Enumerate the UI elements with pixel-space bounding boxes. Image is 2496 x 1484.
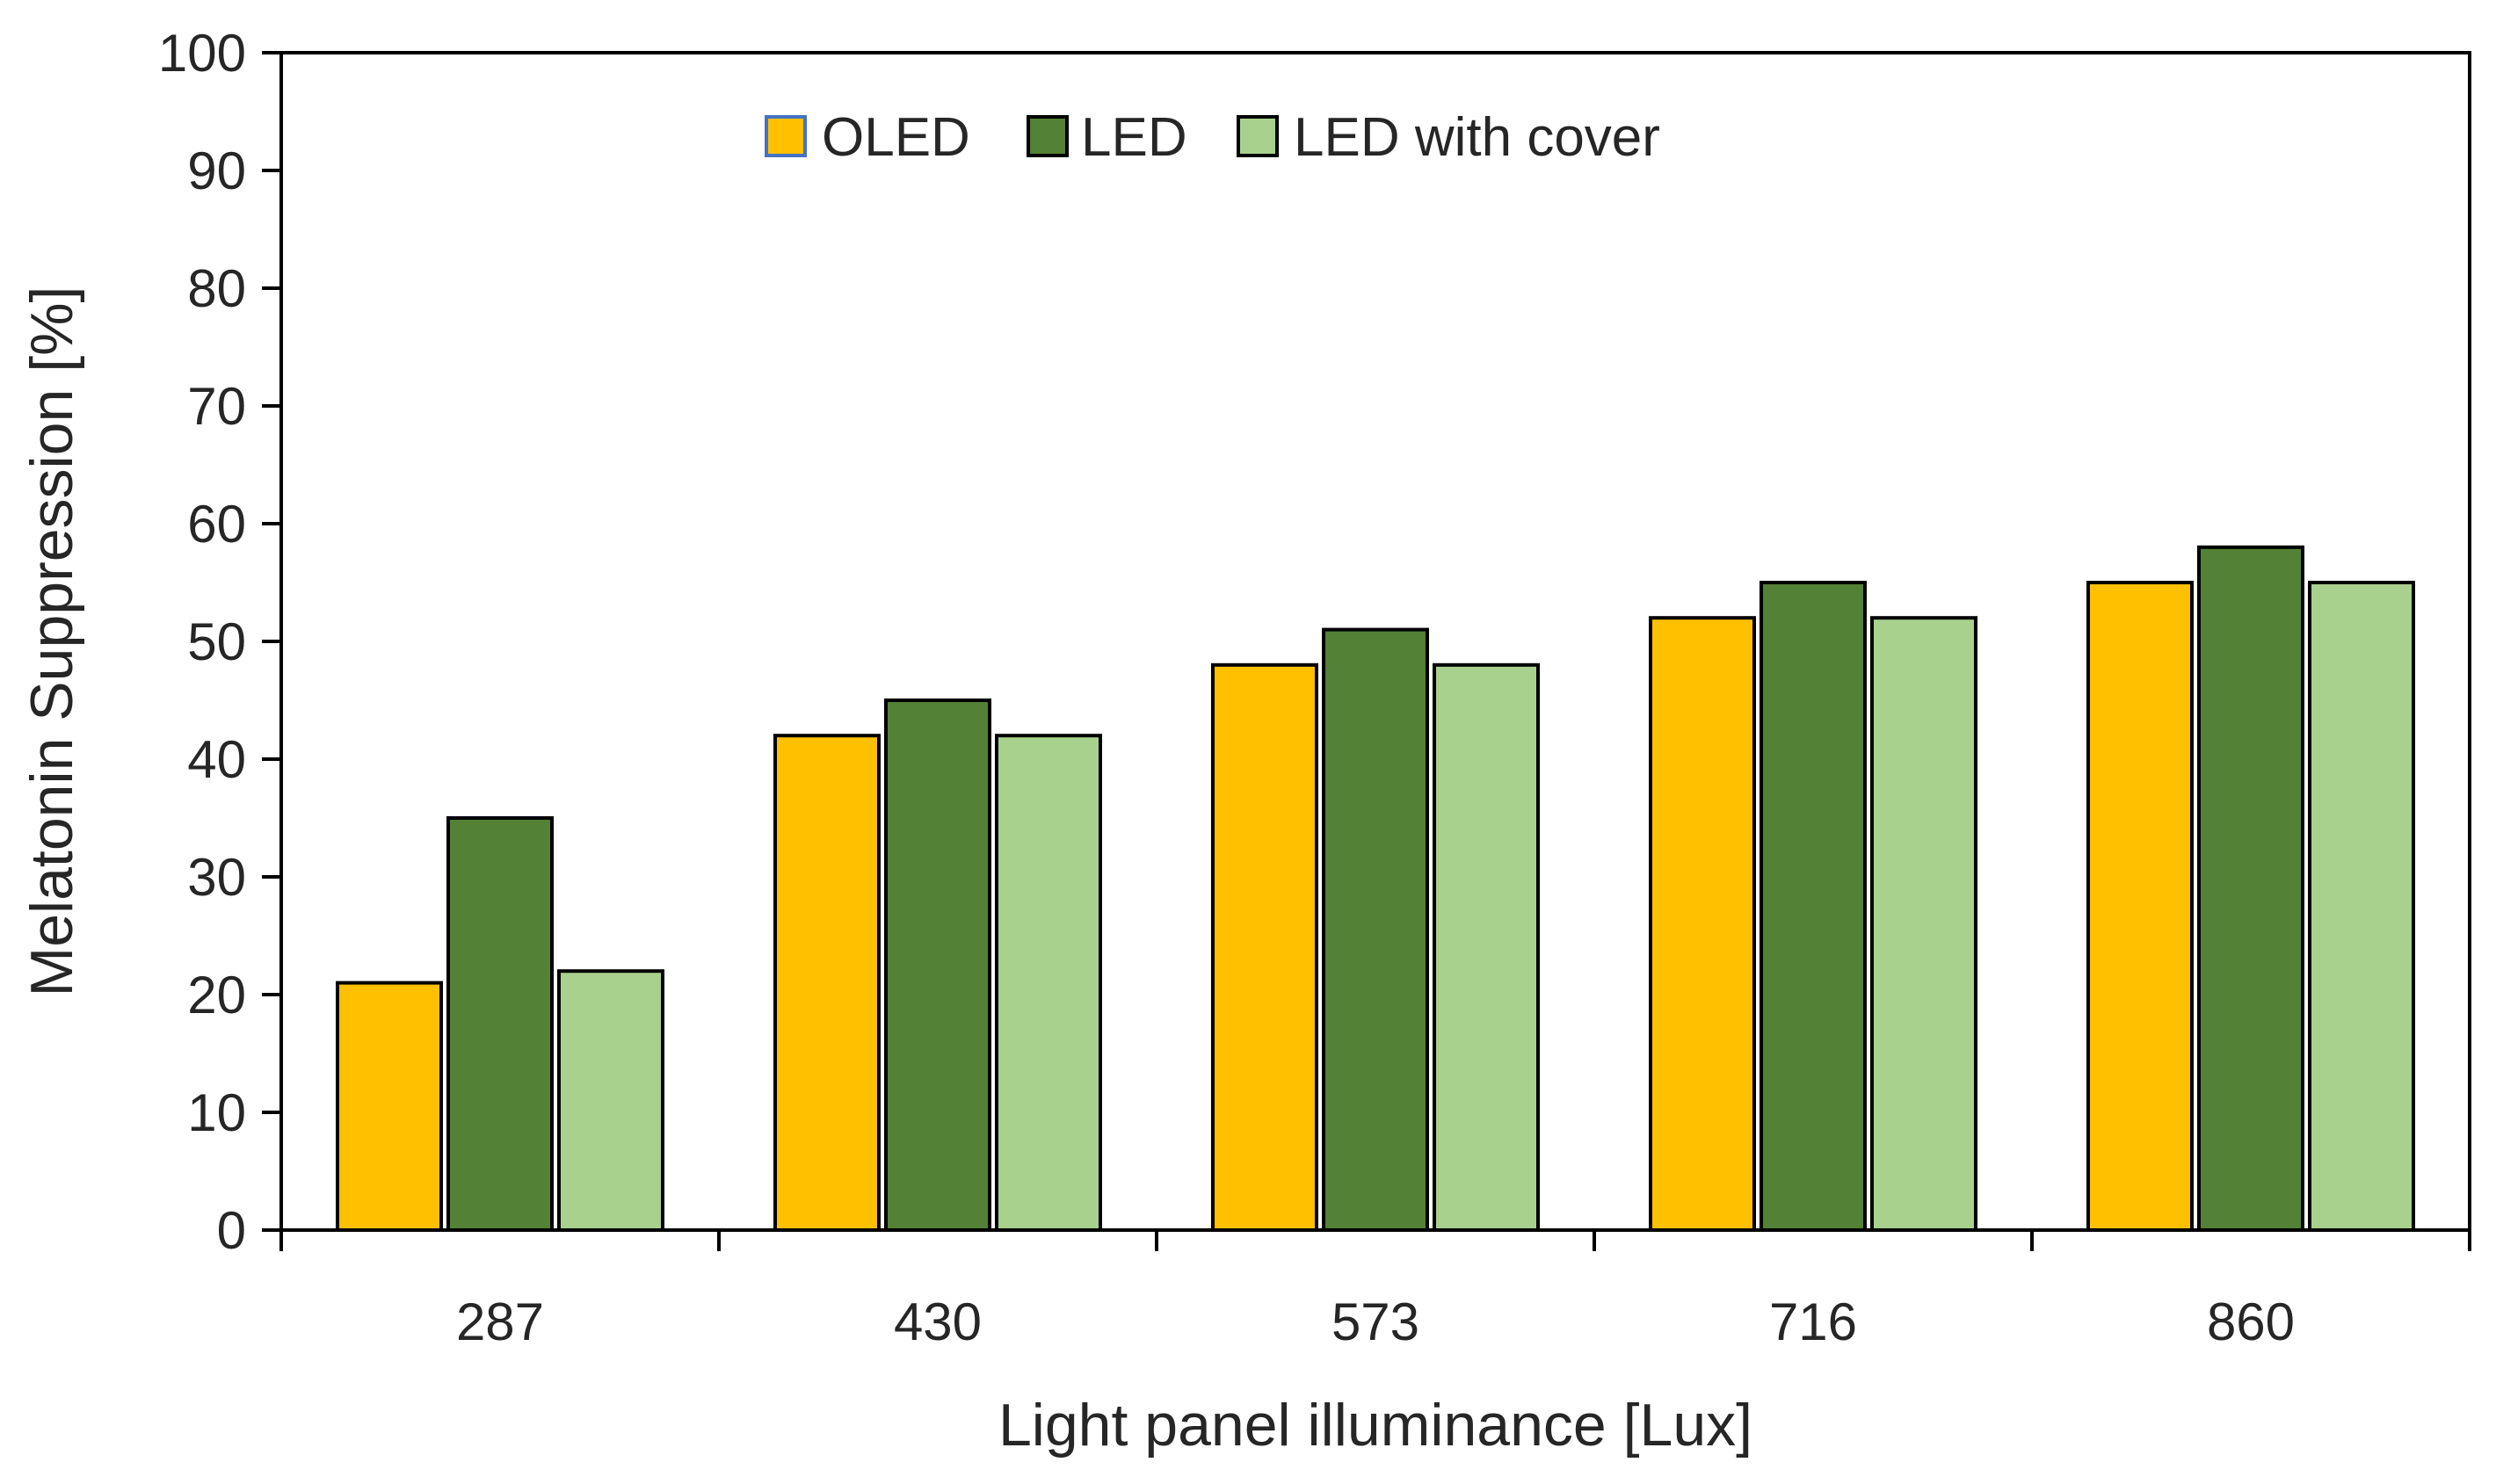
- legend-item-oled: OLED: [765, 107, 970, 168]
- bars-layer: [336, 545, 2415, 1232]
- y-tick-label: 60: [187, 495, 246, 554]
- x-tick-label: 860: [2207, 1292, 2295, 1351]
- legend-item-led: LED: [1027, 107, 1187, 168]
- bar-led-716: [1760, 581, 1867, 1232]
- x-tick-label: 430: [894, 1292, 982, 1351]
- bar-oled-716: [1649, 616, 1756, 1232]
- y-tick-label: 0: [217, 1201, 246, 1260]
- bar-led-430: [884, 699, 991, 1232]
- y-axis-title: Melatonin Suppression [%]: [18, 286, 85, 997]
- y-tick-label: 10: [187, 1083, 246, 1142]
- bar-led-287: [446, 816, 554, 1232]
- y-tick-label: 30: [187, 848, 246, 907]
- bar-oled-573: [1211, 662, 1318, 1232]
- legend-swatch: [1027, 115, 1069, 157]
- y-tick-label: 100: [158, 24, 246, 83]
- bar-led-573: [1322, 627, 1429, 1232]
- y-tick-label: 70: [187, 377, 246, 436]
- y-tick-label: 90: [187, 141, 246, 200]
- legend: OLED LED LED with cover: [765, 107, 1660, 168]
- x-tick-label: 287: [456, 1292, 544, 1351]
- bar-led-860: [2197, 545, 2304, 1232]
- legend-label: LED: [1081, 107, 1187, 168]
- y-tick-label: 40: [187, 730, 246, 789]
- legend-label: LED with cover: [1294, 107, 1660, 168]
- x-axis-title: Light panel illuminance [Lux]: [998, 1392, 1752, 1459]
- bar-oled-430: [773, 734, 881, 1232]
- y-tick-label: 80: [187, 259, 246, 318]
- legend-swatch: [1237, 115, 1279, 157]
- legend-item-led-with-cover: LED with cover: [1237, 107, 1660, 168]
- y-tick-label: 50: [187, 612, 246, 671]
- bar-led-with-cover-573: [1433, 662, 1540, 1232]
- x-axis: 287 430 573 716 860: [279, 1230, 2471, 1351]
- bar-led-with-cover-716: [1870, 616, 1977, 1232]
- x-tick-label: 573: [1331, 1292, 1419, 1351]
- bar-oled-287: [336, 981, 443, 1232]
- bar-oled-860: [2086, 581, 2194, 1232]
- bar-led-with-cover-860: [2308, 581, 2415, 1232]
- y-axis: 0 10 20 30 40 50 60 70 80 90 100: [158, 24, 281, 1260]
- bar-led-with-cover-430: [995, 734, 1102, 1232]
- legend-swatch: [765, 115, 807, 157]
- y-tick-label: 20: [187, 966, 246, 1024]
- x-tick-label: 716: [1769, 1292, 1857, 1351]
- legend-label: OLED: [822, 107, 970, 168]
- bar-led-with-cover-287: [557, 969, 664, 1232]
